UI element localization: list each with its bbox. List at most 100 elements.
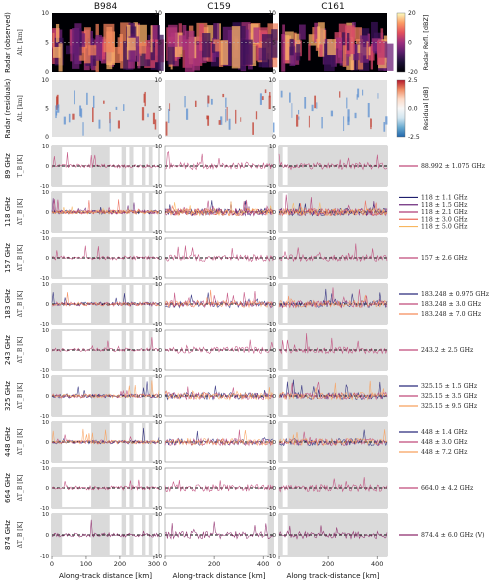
reflectivity-band — [151, 25, 158, 47]
y-tick-label: 0 — [46, 210, 50, 216]
y-tick-label: 5 — [45, 40, 49, 47]
y-tick-label: 10 — [42, 512, 49, 518]
channel-trace — [278, 429, 388, 447]
colorbar-tick: 20 — [408, 10, 416, 17]
reflectivity-band — [299, 24, 306, 40]
residual-streak — [311, 104, 314, 112]
residual-streak — [357, 88, 360, 98]
x-tick-label: 200 — [114, 560, 126, 568]
y-tick-label: 10 — [42, 190, 49, 196]
channel-trace — [51, 380, 160, 399]
legend-entry: 118 ± 2.1 GHz — [421, 209, 468, 216]
residual-streak — [109, 118, 111, 132]
reflectivity-band — [371, 21, 378, 49]
y-tick-label: 0 — [159, 302, 163, 308]
residual-streak — [169, 103, 171, 112]
channel-trace — [51, 292, 160, 307]
y-tick-label: 10 — [269, 282, 276, 288]
row-label: Radar (observed) — [4, 12, 12, 73]
cloud-flag-shading — [129, 514, 134, 556]
row-label: 89 GHz — [4, 153, 12, 179]
channel-trace — [164, 201, 274, 217]
y-tick-label: 10 — [155, 328, 162, 334]
reflectivity-band — [376, 40, 385, 65]
y-tick-label: -10 — [153, 230, 162, 236]
reflectivity-band — [370, 44, 374, 70]
cloud-flag-shading — [148, 238, 153, 278]
residual-streak — [82, 122, 84, 136]
y-tick-label: 0 — [273, 440, 277, 446]
residual-streak — [296, 114, 299, 127]
residual-streak — [321, 116, 323, 129]
y-tick-label: -10 — [267, 414, 276, 420]
cloud-flag-shading — [148, 146, 153, 186]
reflectivity-band — [350, 43, 360, 61]
residual-streak — [316, 102, 318, 109]
y-tick-label: 0 — [46, 256, 50, 262]
residual-streak — [298, 109, 300, 115]
y-tick-label: 0 — [273, 348, 277, 354]
residual-streak — [210, 98, 213, 105]
legend-entry: 874.4 ± 6.0 GHz (V) — [421, 532, 485, 539]
y-tick-label: 10 — [41, 77, 49, 84]
legend-entry: 325.15 ± 3.5 GHz — [421, 393, 478, 400]
reflectivity-band — [127, 37, 136, 51]
channel-trace — [51, 428, 160, 445]
y-tick-label: -10 — [40, 506, 49, 512]
y-tick-label: -10 — [267, 322, 276, 328]
y-tick-label: -10 — [40, 230, 49, 236]
y-tick-label: -10 — [267, 368, 276, 374]
y-tick-label: 10 — [269, 512, 276, 518]
channel-trace — [51, 479, 160, 491]
residual-streak — [289, 92, 291, 103]
row-label: 325 GHz — [4, 381, 12, 411]
reflectivity-band — [327, 39, 336, 56]
y-axis-label: ΔT_B [K] — [17, 199, 24, 226]
residual-streak — [225, 97, 227, 108]
residual-streak — [343, 116, 345, 132]
channel-trace — [278, 380, 388, 401]
y-tick-label: 10 — [155, 144, 162, 150]
cloud-flag-shading — [148, 422, 153, 462]
x-axis-label: Along-track distance [km] — [59, 571, 152, 580]
residual-streak — [259, 93, 262, 105]
cloud-flag-shading — [148, 284, 153, 324]
residual-streak — [222, 93, 225, 98]
legend-entry: 448 ± 1.4 GHz — [421, 429, 468, 436]
y-tick-label: 0 — [46, 440, 50, 446]
y-tick-label: 10 — [155, 282, 162, 288]
y-tick-label: 5 — [45, 106, 49, 113]
reflectivity-band — [178, 35, 186, 47]
row-label: 183 GHz — [4, 289, 12, 319]
channel-trace — [164, 290, 274, 309]
legend-entry: 118 ± 3.0 GHz — [421, 216, 468, 223]
reflectivity-band — [237, 26, 246, 70]
y-tick-label: 10 — [42, 420, 49, 426]
reflectivity-band — [117, 37, 122, 54]
legend-entry: 183.248 ± 7.0 GHz — [421, 311, 482, 318]
y-tick-label: 10 — [269, 374, 276, 380]
residual-streak — [304, 96, 307, 109]
legend-entry: 664.0 ± 4.2 GHz — [421, 485, 474, 492]
y-tick-label: 10 — [269, 144, 276, 150]
legend-entry: 183.248 ± 3.0 GHz — [421, 301, 482, 308]
y-tick-label: 10 — [155, 190, 162, 196]
legend-entry: 118 ± 5.0 GHz — [421, 224, 468, 231]
residual-streak — [86, 92, 88, 105]
reflectivity-band — [78, 45, 88, 61]
x-tick-label: 0 — [277, 560, 281, 568]
reflectivity-band — [192, 36, 201, 71]
y-tick-label: 0 — [273, 302, 277, 308]
reflectivity-band — [231, 26, 241, 69]
y-tick-label: 0 — [273, 394, 277, 400]
residual-streak — [330, 110, 334, 117]
x-tick-label: 100 — [80, 560, 92, 568]
residual-streak — [377, 93, 379, 99]
y-tick-label: 10 — [42, 466, 49, 472]
residual-streak — [339, 91, 341, 98]
y-tick-label: -10 — [153, 460, 162, 466]
y-tick-label: 10 — [155, 512, 162, 518]
residual-streak — [55, 105, 57, 119]
reflectivity-band — [140, 46, 151, 67]
x-tick-label: 0 — [163, 560, 167, 568]
